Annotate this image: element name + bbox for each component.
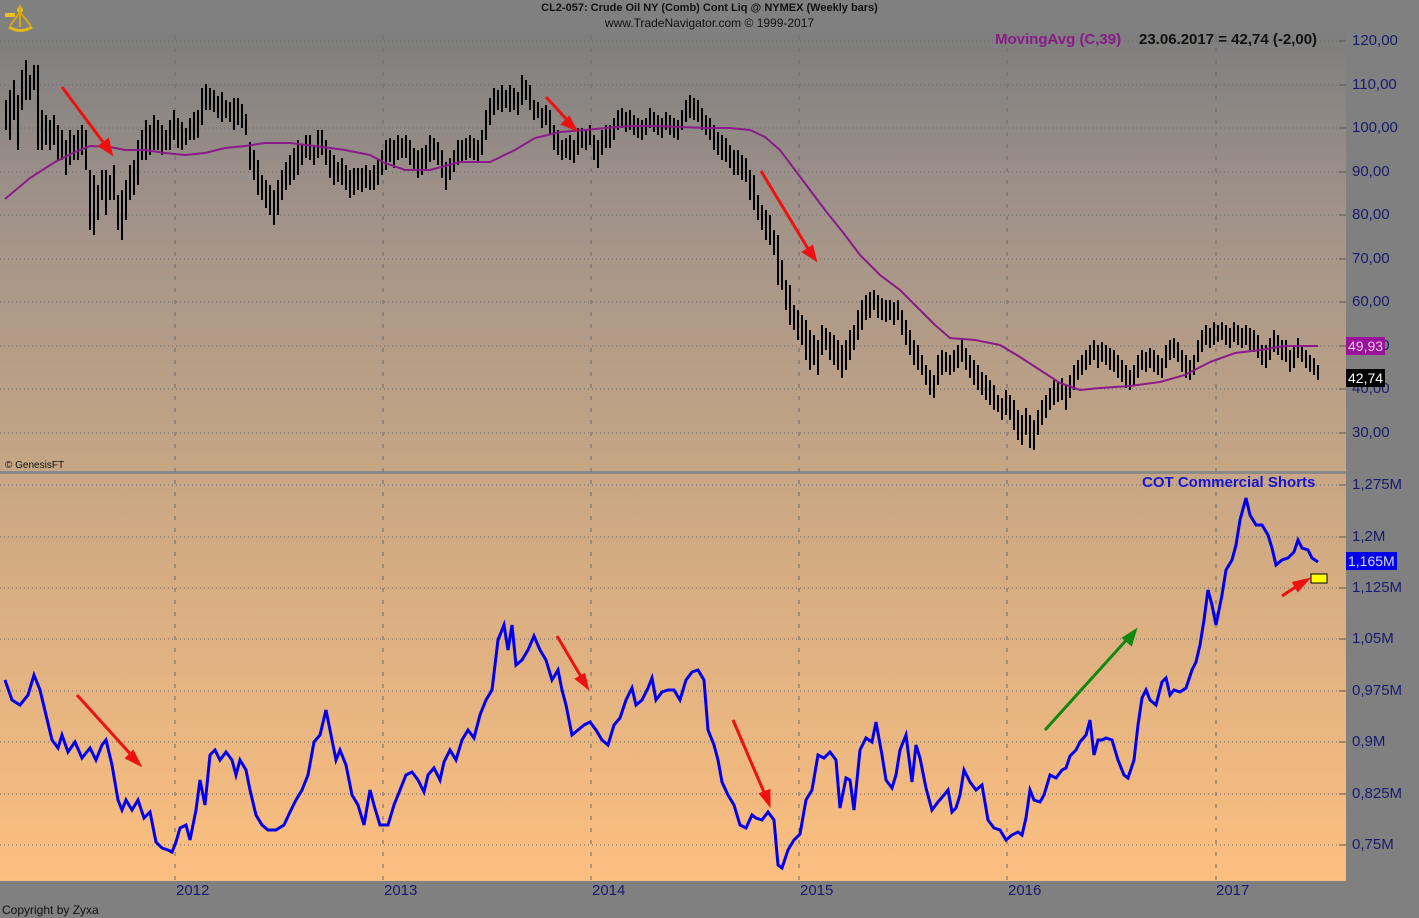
yellow-marker [1310, 573, 1328, 584]
year-label: 2017 [1216, 882, 1250, 899]
price-tick: 30,00 [1352, 424, 1390, 441]
genesis-credit: © GenesisFT [5, 460, 65, 471]
cot-tick: 1,275M [1352, 476, 1403, 493]
chart-title: CL2-057: Crude Oil NY (Comb) Cont Liq @ … [541, 2, 878, 14]
price-tick: 60,00 [1352, 293, 1390, 310]
year-label: 2013 [384, 882, 418, 899]
cot-pane-title: COT Commercial Shorts [1142, 474, 1316, 491]
year-label: 2016 [1008, 882, 1042, 899]
cot-tick: 0,975M [1352, 682, 1403, 699]
cot-commercial-shorts-line [3, 497, 1319, 871]
moving-average-line [4, 125, 1318, 392]
sextant-logo-icon [2, 2, 36, 36]
cot-value-badge: 1,165M [1346, 552, 1397, 570]
cot-tick: 1,125M [1352, 579, 1403, 596]
copyright-text: Copyright by Zyxa [2, 903, 99, 917]
cot-tick: 1,05M [1352, 630, 1394, 647]
cot-tick: 0,75M [1352, 836, 1394, 853]
grid-lines [0, 36, 1346, 880]
price-tick: 70,00 [1352, 250, 1390, 267]
moving-average-legend: MovingAvg (C,39) [995, 31, 1122, 48]
year-label: 2015 [800, 882, 834, 899]
cot-tick: 0,825M [1352, 785, 1403, 802]
annotation-arrows [60, 86, 1312, 809]
price-tick: 120,00 [1352, 32, 1398, 49]
last-value-legend: 23.06.2017 = 42,74 (-2,00) [1139, 31, 1318, 48]
last-price-badge: 42,74 [1346, 369, 1386, 387]
price-bars [5, 60, 1319, 450]
price-tick: 90,00 [1352, 163, 1390, 180]
year-label: 2012 [176, 882, 210, 899]
cot-tick: 1,2M [1352, 528, 1386, 545]
chart-subtitle: www.TradeNavigator.com © 1999-2017 [604, 16, 815, 30]
pane-separator[interactable] [0, 471, 1346, 474]
cot-pane[interactable] [0, 474, 1346, 881]
price-pane[interactable] [0, 33, 1346, 471]
price-tick: 80,00 [1352, 206, 1390, 223]
price-tick: 110,00 [1352, 76, 1397, 93]
year-label: 2014 [592, 882, 626, 899]
cot-tick: 0,9M [1352, 733, 1386, 750]
moving-average-value-badge: 49,93 [1346, 337, 1386, 355]
price-tick: 100,00 [1352, 119, 1398, 136]
